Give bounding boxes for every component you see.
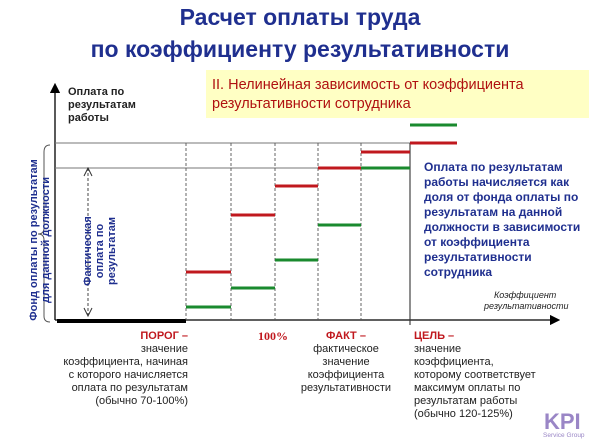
x-axis-title: Коэффициент результативности <box>484 290 569 311</box>
hundred-percent-label: 100% <box>258 329 288 343</box>
box-line2: результативности сотрудника <box>212 96 411 112</box>
y-axis-title: Оплата по результатам работы <box>68 86 136 124</box>
fund-brace <box>37 144 51 323</box>
goal-label: ЦЕЛЬ – значение коэффициента, которому с… <box>414 330 536 420</box>
fund-side-label: Фонд оплаты по результатам для данной до… <box>28 159 52 321</box>
fact-label: ФАКТ – фактическое значение коэффициента… <box>300 330 392 394</box>
actual-pay-arrow-bottom <box>83 307 93 318</box>
page-title-line1: Расчет оплаты труда <box>179 4 421 30</box>
actual-pay-label: Фактическая оплата по результатам <box>82 216 118 286</box>
dependency-box: II. Нелинейная зависимость от коэффициен… <box>206 70 589 118</box>
right-note: Оплата по результатам работы начисляется… <box>424 160 581 279</box>
threshold-label: ПОРОГ – значение коэффициента, начиная с… <box>63 330 188 407</box>
actual-pay-arrow-top <box>83 166 93 177</box>
dependency-box-text: II. Нелинейная зависимость от коэффициен… <box>212 76 524 114</box>
box-line1: II. Нелинейная зависимость от коэффициен… <box>212 77 524 93</box>
page-title-line2: по коэффициенту результативности <box>90 36 510 62</box>
kpi-logo-subtitle: Service Group <box>543 432 585 439</box>
kpi-logo: KPI <box>544 409 581 434</box>
